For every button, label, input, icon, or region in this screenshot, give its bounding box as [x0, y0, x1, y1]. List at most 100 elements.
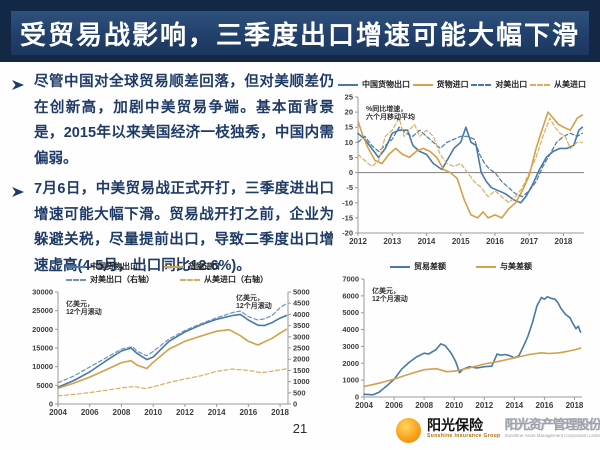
svg-text:2018: 2018 — [555, 237, 573, 246]
svg-text:0: 0 — [293, 400, 297, 409]
bullet-item: 7月6日，中美贸易战正式开打，三季度进出口增速可能大幅下滑。贸易战开打之前，企业… — [12, 177, 334, 279]
legend-item: 对美出口（右轴） — [66, 274, 154, 285]
svg-text:20: 20 — [345, 108, 353, 117]
export-import-levels-legend: 中国货物出口 货物进口对美出口（右轴） 从美进口（右轴） — [22, 260, 328, 286]
title-banner: 受贸易战影响，三季度出口增速可能大幅下滑 — [11, 11, 589, 55]
legend-item: 中国货物出口 — [66, 261, 138, 272]
axis-unit-annotation: %同比增速，六个月移动平均 — [366, 104, 415, 121]
svg-text:10: 10 — [345, 138, 353, 147]
svg-text:2010: 2010 — [445, 401, 463, 410]
series-line — [57, 303, 287, 384]
solid-line-swatch — [66, 265, 86, 268]
svg-text:-20: -20 — [342, 229, 353, 238]
svg-text:2008: 2008 — [113, 408, 131, 417]
legend-label: 从美进口（右轴） — [204, 275, 268, 284]
company-name-cn: 阳光保险 — [427, 417, 483, 433]
svg-text:-10: -10 — [342, 198, 353, 207]
svg-text:1000: 1000 — [293, 377, 310, 386]
axis-unit-annotation: 亿美元， 12个月滚动 — [66, 299, 102, 316]
yoy-growth-chart: 中国货物出口 货物进口 对美出口 从美进口 25 20 15 10 5 0 -5 -10 -15 -20 2… — [332, 78, 592, 254]
legend-item: 与美差额 — [476, 261, 532, 272]
series-line — [357, 111, 584, 219]
legend-label: 从美进口 — [553, 80, 586, 89]
svg-text:500: 500 — [293, 388, 306, 397]
dashed-line-swatch — [529, 83, 550, 86]
svg-text:2016: 2016 — [536, 401, 554, 410]
legend-item: 货物进口 — [412, 79, 469, 90]
svg-text:2010: 2010 — [144, 408, 162, 417]
legend-label: 对美出口 — [495, 80, 528, 89]
svg-text:2016: 2016 — [239, 408, 257, 417]
legend-label: 与美差额 — [500, 262, 532, 271]
svg-text:2016: 2016 — [486, 237, 504, 246]
svg-text:0: 0 — [355, 393, 359, 402]
export-import-yoy-growth-legend: 中国货物出口 货物进口 对美出口 从美进口 — [332, 78, 592, 91]
dashed-line-swatch — [180, 278, 200, 281]
trade-balance-chart: 贸易差额 与美差额 7000 6000 5000 4000 3000 2000 1000 0 200… — [330, 260, 592, 418]
svg-text:2014: 2014 — [418, 237, 436, 246]
svg-text:2014: 2014 — [208, 408, 226, 417]
axis-unit-annotation: 亿美元， 12个月滚动 — [372, 286, 408, 303]
arrow-bullet-icon — [12, 177, 27, 279]
series-line — [57, 313, 288, 388]
company-logo: 阳光保险 Sunshine Insurance Group 阳光资产管理股份有限… — [396, 417, 600, 443]
svg-text:2018: 2018 — [271, 408, 289, 417]
svg-text:3500: 3500 — [293, 321, 310, 330]
solid-line-swatch — [476, 265, 496, 268]
svg-text:4000: 4000 — [342, 325, 359, 334]
svg-text:25: 25 — [345, 93, 353, 102]
legend-label: 中国货物出口 — [362, 80, 410, 89]
bullet-item: 尽管中国对全球贸易顺差回落，但对美顺差仍在创新高，加剧中美贸易争端。基本面背景是… — [12, 70, 334, 172]
svg-text:7000: 7000 — [342, 275, 359, 284]
svg-text:2000: 2000 — [342, 359, 359, 368]
svg-text:5000: 5000 — [36, 381, 53, 390]
svg-text:1500: 1500 — [293, 366, 310, 375]
bullet-text: 7月6日，中美贸易战正式开打，三季度进出口增速可能大幅下滑。贸易战开打之前，企业… — [34, 181, 334, 274]
svg-text:5000: 5000 — [293, 288, 310, 297]
svg-text:5000: 5000 — [342, 308, 359, 317]
svg-text:25000: 25000 — [32, 306, 53, 315]
svg-text:20000: 20000 — [32, 325, 53, 334]
legend-item: 中国货物出口 — [338, 79, 410, 90]
trade-balance-legend: 贸易差额 与美差额 — [330, 260, 592, 273]
svg-text:2004: 2004 — [355, 401, 373, 410]
solid-line-swatch — [412, 83, 433, 86]
svg-text:2012: 2012 — [475, 401, 493, 410]
solid-line-swatch — [164, 265, 184, 268]
svg-text:5: 5 — [349, 153, 353, 162]
series-line — [363, 347, 582, 388]
svg-text:-15: -15 — [342, 213, 353, 222]
legend-label: 对美出口（右轴） — [90, 275, 154, 284]
svg-text:30000: 30000 — [32, 288, 53, 297]
series-line — [57, 368, 287, 397]
legend-item: 从美进口（右轴） — [180, 274, 268, 285]
watermark-text-cn: 阳光资产管理股份有限公司 — [504, 417, 600, 432]
legend-item: 货物进口 — [164, 261, 220, 272]
svg-text:2008: 2008 — [415, 401, 433, 410]
export-import-levels-plot: 3000025000200001500010000500005000450040… — [32, 288, 310, 418]
svg-text:4000: 4000 — [293, 310, 310, 319]
legend-item: 贸易差额 — [390, 261, 446, 272]
svg-text:2006: 2006 — [81, 408, 99, 417]
svg-text:2018: 2018 — [566, 401, 584, 410]
svg-text:2015: 2015 — [452, 237, 470, 246]
series-line — [357, 126, 583, 198]
series-line — [357, 126, 584, 204]
svg-text:2017: 2017 — [520, 237, 538, 246]
dashed-line-swatch — [66, 278, 86, 281]
svg-text:2012: 2012 — [176, 408, 194, 417]
legend-label: 中国货物出口 — [90, 262, 138, 271]
series-line — [357, 117, 583, 204]
title-banner-frame: 受贸易战影响，三季度出口增速可能大幅下滑 — [0, 0, 600, 62]
watermark-text-en: Sunshine Asset Management Corporation Li… — [504, 433, 600, 438]
legend-item: 对美出口 — [471, 79, 527, 90]
series-line — [363, 295, 582, 396]
svg-text:2004: 2004 — [49, 408, 67, 417]
dashed-line-swatch — [471, 83, 492, 86]
svg-text:2006: 2006 — [385, 401, 403, 410]
svg-text:2013: 2013 — [383, 237, 401, 246]
company-name-en: Sunshine Insurance Group — [427, 433, 501, 439]
